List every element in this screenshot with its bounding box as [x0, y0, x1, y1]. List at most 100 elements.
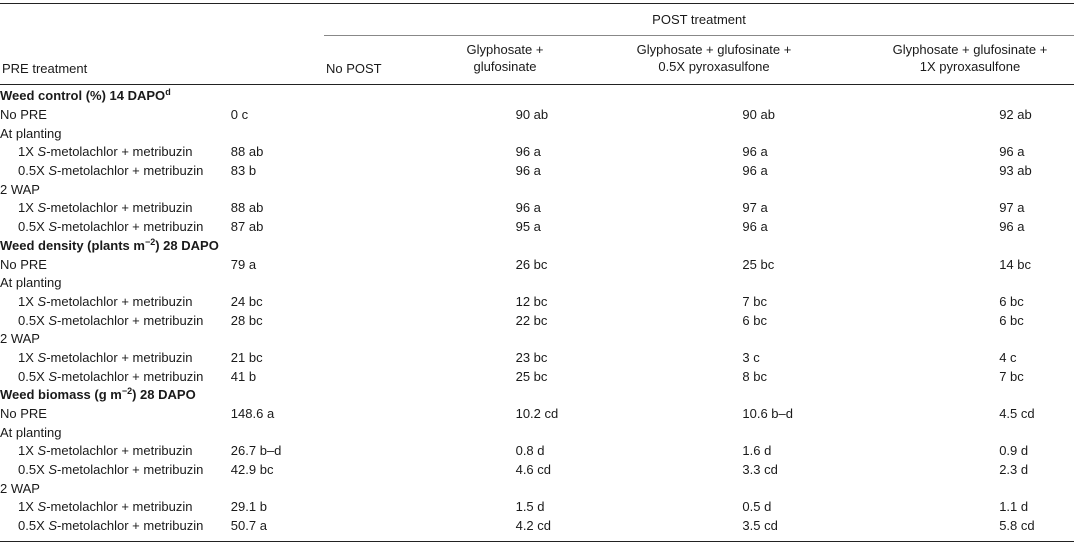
cell-value: 96 a [515, 163, 541, 179]
cell-value: 0 c [230, 107, 249, 123]
cell-value: 7 bc [742, 293, 767, 309]
section-title-tail: ) 28 DAPO [155, 237, 219, 253]
group-label: 2 WAP [0, 331, 40, 347]
col-1x-pyrox-header: Glyphosate + glufosinate + 1X pyroxasulf… [862, 41, 1074, 75]
cell-value: 7 bc [999, 368, 1024, 384]
cell-value: 8 bc [742, 368, 767, 384]
group-row: At planting [0, 274, 1074, 293]
section-title-sup: −2 [144, 236, 156, 247]
col-half-pyrox-header: Glyphosate + glufosinate + 0.5X pyroxasu… [606, 41, 822, 75]
section-title: Weed biomass (g m−2) 28 DAPO [0, 386, 1074, 405]
row-label-italic: S [37, 293, 47, 309]
cell-value: 28 bc [230, 312, 263, 328]
cell-value: 41 b [230, 368, 257, 384]
cell-value: 87 ab [230, 219, 264, 235]
row-label-italic: S [48, 163, 58, 179]
cell-value: 96 a [742, 219, 768, 235]
header-bottom-rule [0, 84, 1074, 85]
cell-value: 12 bc [515, 293, 548, 309]
col-half-pyrox-line2: 0.5X pyroxasulfone [658, 59, 770, 74]
cell-value: 88 ab [230, 200, 264, 216]
section-title-row: Weed density (plants m−2) 28 DAPO [0, 237, 1074, 256]
row-label: 1X S-metolachlor + metribuzin [0, 349, 215, 368]
row-label: 0.5X S-metolachlor + metribuzin [0, 218, 215, 237]
row-label: 0.5X S-metolachlor + metribuzin [0, 311, 215, 330]
table-row: No PRE 79 a 26 bc 25 bc 14 bc [0, 255, 1074, 274]
cell-value: 92 ab [999, 107, 1032, 123]
col-half-pyrox-line1: Glyphosate + glufosinate + [636, 42, 792, 57]
row-label-italic: S [37, 144, 47, 160]
group-label: At planting [0, 275, 62, 291]
row-label-prefix: 1X [18, 144, 38, 160]
cell-value: 23 bc [515, 349, 548, 365]
row-label-suffix: -metolachlor + metribuzin [46, 349, 193, 365]
table-row: 0.5X S-metolachlor + metribuzin 41 b 25 bc… [0, 367, 1074, 386]
cell-value: 4.5 cd [999, 406, 1035, 422]
cell-value: 96 a [515, 200, 541, 216]
row-label-prefix: 1X [18, 349, 38, 365]
table-row: 0.5X S-metolachlor + metribuzin 87 ab 95 a… [0, 218, 1074, 237]
col-glyph-gluf-line1: Glyphosate + [466, 42, 544, 57]
table-row: 1X S-metolachlor + metribuzin 29.1 b 1.5 d… [0, 498, 1074, 517]
row-label: No PRE [0, 406, 47, 422]
row-label-prefix: 1X [18, 443, 38, 459]
cell-value: 0.5 d [742, 499, 772, 515]
cell-value: 1.6 d [742, 443, 772, 459]
row-label-italic: S [48, 518, 58, 534]
row-label-prefix: 0.5X [18, 312, 49, 328]
cell-value: 97 a [999, 200, 1025, 216]
cell-value: 90 ab [515, 107, 549, 123]
cell-value: 26 bc [515, 256, 548, 272]
section-title-sup: −2 [121, 386, 133, 397]
cell-value: 96 a [999, 219, 1025, 235]
cell-value: 2.3 d [999, 462, 1029, 478]
cell-value: 96 a [742, 144, 768, 160]
cell-value: 0.9 d [999, 443, 1029, 459]
post-group-rule [324, 35, 1074, 36]
table-row: 1X S-metolachlor + metribuzin 88 ab 96 a 97… [0, 199, 1074, 218]
row-label-italic: S [48, 462, 58, 478]
row-label-suffix: -metolachlor + metribuzin [46, 443, 193, 459]
group-label: At planting [0, 424, 62, 440]
cell-value: 29.1 b [230, 499, 267, 515]
row-label-suffix: -metolachlor + metribuzin [57, 368, 204, 384]
group-label: 2 WAP [0, 480, 40, 496]
pre-treatment-header: PRE treatment [2, 61, 88, 76]
cell-value: 96 a [742, 163, 768, 179]
cell-value: 6 bc [999, 312, 1024, 328]
cell-value: 5.8 cd [999, 518, 1035, 534]
cell-value: 6 bc [742, 312, 767, 328]
section-title-main: Weed biomass (g m [0, 387, 122, 403]
row-label-suffix: -metolachlor + metribuzin [46, 200, 193, 216]
col-glyph-gluf-line2: glufosinate [473, 59, 537, 74]
row-label: 1X S-metolachlor + metribuzin [0, 498, 215, 517]
row-label-prefix: 0.5X [18, 219, 49, 235]
cell-value: 4.6 cd [515, 462, 552, 478]
group-row: 2 WAP [0, 479, 1074, 498]
section-title-row: Weed biomass (g m−2) 28 DAPO [0, 386, 1074, 405]
cell-value: 148.6 a [230, 406, 275, 422]
row-label: 0.5X S-metolachlor + metribuzin [0, 367, 215, 386]
row-label: 0.5X S-metolachlor + metribuzin [0, 517, 215, 536]
cell-value: 3.5 cd [742, 518, 778, 534]
row-label: 1X S-metolachlor + metribuzin [0, 293, 215, 312]
section-title-main: Weed control (%) 14 DAPO [0, 88, 166, 104]
top-rule [0, 3, 1074, 4]
cell-value: 3 c [742, 349, 760, 365]
row-label-suffix: -metolachlor + metribuzin [46, 499, 193, 515]
cell-value: 25 bc [742, 256, 775, 272]
row-label: 0.5X S-metolachlor + metribuzin [0, 162, 215, 181]
cell-value: 42.9 bc [230, 462, 274, 478]
cell-value: 1.1 d [999, 499, 1029, 515]
col-1x-pyrox-line1: Glyphosate + glufosinate + [892, 42, 1048, 57]
cell-value: 1.5 d [515, 499, 545, 515]
cell-value: 90 ab [742, 107, 775, 123]
row-label-prefix: 1X [18, 200, 38, 216]
table-row: 0.5X S-metolachlor + metribuzin 50.7 a 4.2… [0, 517, 1074, 536]
cell-value: 97 a [742, 200, 768, 216]
row-label-suffix: -metolachlor + metribuzin [46, 293, 193, 309]
group-row: At planting [0, 124, 1074, 143]
cell-value: 10.2 cd [515, 406, 559, 422]
group-row: 2 WAP [0, 180, 1074, 199]
